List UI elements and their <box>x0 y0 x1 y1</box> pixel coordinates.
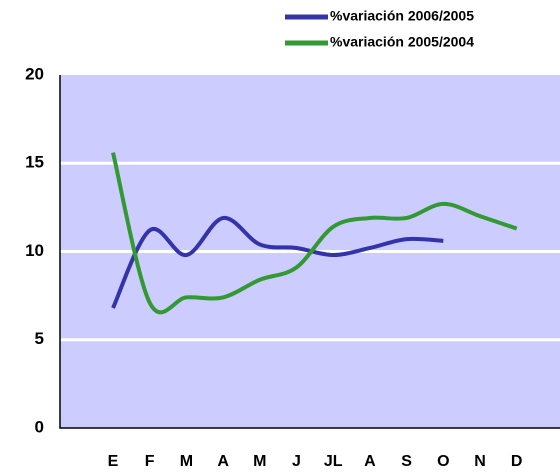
x-tick-label: N <box>474 453 486 470</box>
x-tick-label: D <box>511 453 523 470</box>
y-tick-label: 20 <box>25 64 44 83</box>
x-tick-label: O <box>437 453 449 470</box>
series-line <box>111 215 444 309</box>
x-tick-label: A <box>217 453 229 470</box>
legend-label: %variación 2005/2004 <box>330 34 474 50</box>
y-tick-label: 0 <box>35 417 44 436</box>
x-tick-label: M <box>180 453 193 470</box>
x-tick-label: S <box>401 453 412 470</box>
x-tick-label: M <box>253 453 266 470</box>
x-tick-label: JL <box>324 453 343 470</box>
legend-label: %variación 2006/2005 <box>330 8 474 24</box>
axis <box>59 75 560 429</box>
y-tick-label: 15 <box>25 153 44 172</box>
x-tick-label: E <box>108 453 119 470</box>
x-tick-label: A <box>364 453 376 470</box>
x-tick-label: J <box>292 453 301 470</box>
y-tick-label: 10 <box>25 241 44 260</box>
series-line <box>111 152 518 315</box>
x-tick-label: F <box>145 453 155 470</box>
y-tick-label: 5 <box>35 329 44 348</box>
